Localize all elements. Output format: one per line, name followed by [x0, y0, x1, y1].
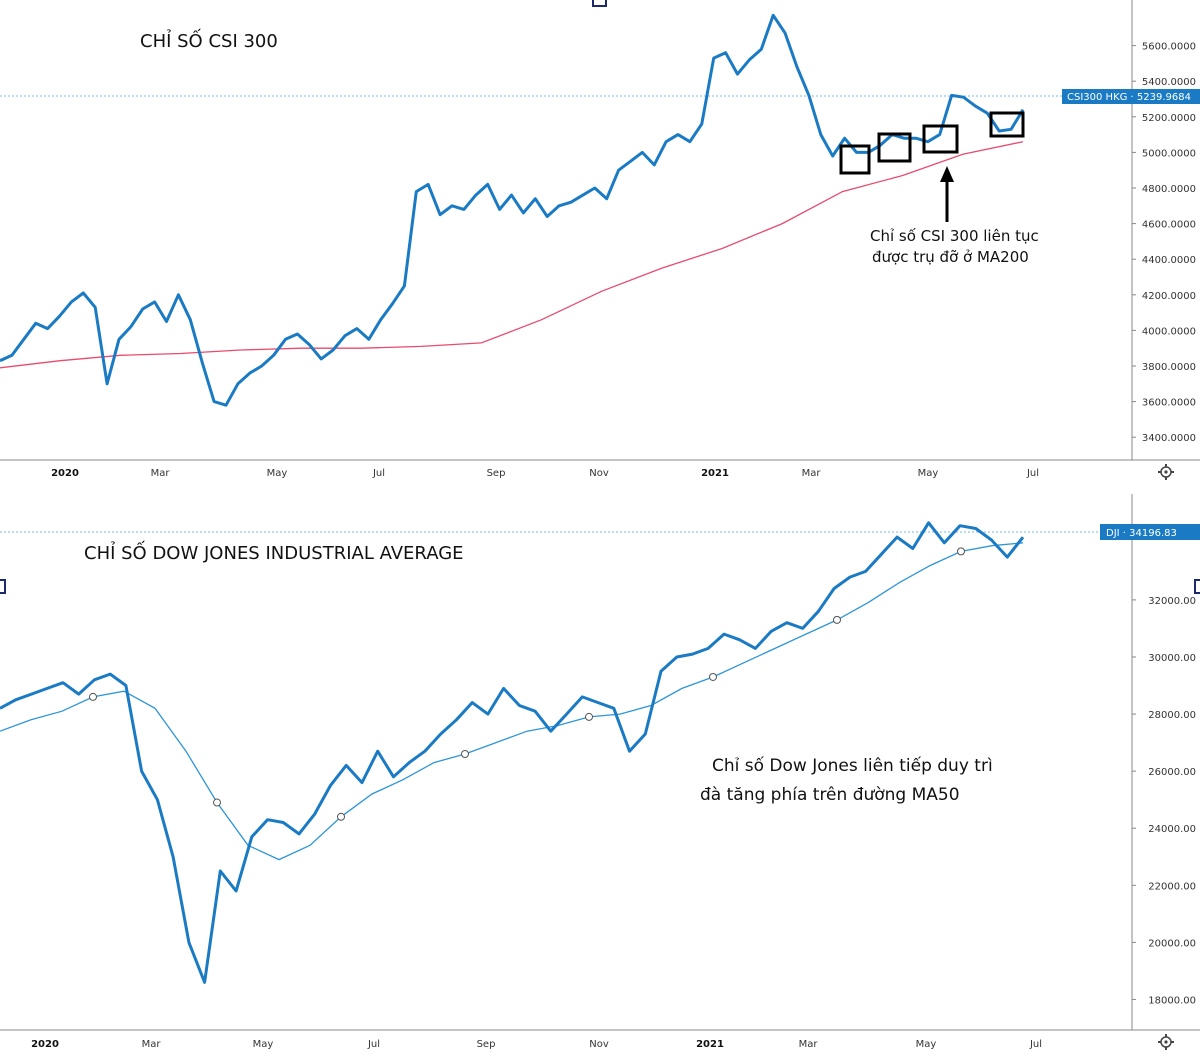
x-tick-label: Sep	[477, 1039, 496, 1050]
gear-icon[interactable]	[1158, 1034, 1174, 1050]
support-box-3	[922, 124, 959, 154]
y-tick-label: 3600.0000	[1142, 398, 1196, 409]
x-tick-label: Jul	[372, 468, 385, 479]
y-tick-label: 4400.0000	[1142, 255, 1196, 266]
chart-title: CHỈ SỐ DOW JONES INDUSTRIAL AVERAGE	[84, 540, 464, 564]
panel-separator	[0, 482, 1200, 494]
y-tick-label: 4600.0000	[1142, 220, 1196, 231]
y-tick-label: 28000.00	[1148, 710, 1196, 721]
x-tick-label: May	[253, 1039, 274, 1050]
last-value-label: DJI · 34196.83	[1106, 528, 1177, 539]
last-value-badge	[1100, 524, 1200, 540]
y-tick-label: 18000.00	[1148, 995, 1196, 1006]
csi300-line	[0, 13, 1025, 407]
x-tick-label: Jul	[367, 1039, 380, 1050]
support-box-4	[989, 111, 1025, 138]
y-tick-label: 20000.00	[1148, 938, 1196, 949]
x-tick-label: 2020	[31, 1039, 59, 1050]
x-tick-label: May	[916, 1039, 937, 1050]
ma50-marker	[337, 812, 345, 821]
y-tick-label: 26000.00	[1148, 767, 1196, 778]
y-tick-label: 5400.0000	[1142, 77, 1196, 88]
x-tick-label: Mar	[802, 468, 822, 479]
y-tick-label: 22000.00	[1148, 881, 1196, 892]
ma200-line	[0, 141, 1024, 369]
ma50-marker	[89, 692, 97, 701]
ma50-marker	[585, 712, 593, 721]
ma50-markers	[89, 547, 965, 821]
y-tick-label: 5000.0000	[1142, 148, 1196, 159]
x-tick-label: 2020	[51, 468, 79, 479]
ma50-marker	[461, 750, 469, 759]
csi300-panel: CHỈ SỐ CSI 300 5600.0000 5400.0000 5200.00…	[0, 0, 1200, 480]
resize-handle-icon[interactable]	[1194, 579, 1200, 594]
support-box-2	[877, 132, 912, 163]
x-tick-label: 2021	[701, 468, 729, 479]
y-tick-label: 30000.00	[1148, 653, 1196, 664]
price-axis-ticks: 5600.0000 5400.0000 5200.0000 5000.0000 4800…	[1132, 42, 1196, 444]
y-tick-label: 4800.0000	[1142, 184, 1196, 195]
resize-handle-icon[interactable]	[592, 0, 607, 7]
resize-handle-icon[interactable]	[0, 579, 6, 594]
support-box-1	[839, 144, 871, 175]
time-axis-ticks: 2020 Mar May Jul Sep Nov 2021 Mar May Jul	[51, 468, 1039, 479]
x-tick-label: Jul	[1029, 1039, 1042, 1050]
x-tick-label: Mar	[151, 468, 171, 479]
gear-icon[interactable]	[1158, 464, 1174, 480]
last-value-badge	[1062, 89, 1200, 104]
x-tick-label: Jul	[1026, 468, 1039, 479]
x-tick-label: 2021	[696, 1039, 724, 1050]
ma50-marker	[957, 547, 965, 556]
price-axis-ticks: 32000.00 30000.00 28000.00 26000.00 24000.00…	[1132, 596, 1196, 1006]
x-tick-label: Nov	[589, 468, 609, 479]
chart-title: CHỈ SỐ CSI 300	[140, 28, 278, 52]
y-tick-label: 3800.0000	[1142, 362, 1196, 373]
y-tick-label: 5600.0000	[1142, 42, 1196, 53]
arrow-head-icon	[940, 166, 954, 182]
annotation-line-1: Chỉ số Dow Jones liên tiếp duy trì	[712, 755, 993, 776]
y-tick-label: 32000.00	[1148, 596, 1196, 607]
annotation-line-1: Chỉ số CSI 300 liên tục	[870, 227, 1039, 245]
x-tick-label: May	[267, 468, 288, 479]
last-value-label: CSI300 HKG · 5239.9684	[1067, 92, 1191, 103]
y-tick-label: 3400.0000	[1142, 433, 1196, 444]
x-tick-label: Mar	[799, 1039, 819, 1050]
time-axis-ticks: 2020 Mar May Jul Sep Nov 2021 Mar May Jul	[31, 1039, 1042, 1050]
ma50-marker	[833, 615, 841, 624]
x-tick-label: Mar	[142, 1039, 162, 1050]
dji-panel: CHỈ SỐ DOW JONES INDUSTRIAL AVERAGE 3200…	[0, 494, 1200, 1050]
ma50-marker	[213, 798, 221, 807]
annotation-line-2: được trụ đỡ ở MA200	[872, 248, 1029, 266]
dji-line	[0, 521, 1025, 984]
annotation-line-2: đà tăng phía trên đường MA50	[700, 785, 960, 805]
y-tick-label: 4000.0000	[1142, 326, 1196, 337]
y-tick-label: 24000.00	[1148, 824, 1196, 835]
ma50-line	[0, 542, 1024, 861]
x-tick-label: Nov	[589, 1039, 609, 1050]
x-tick-label: Sep	[487, 468, 506, 479]
x-tick-label: May	[918, 468, 939, 479]
ma50-marker	[709, 672, 717, 681]
y-tick-label: 4200.0000	[1142, 291, 1196, 302]
y-tick-label: 5200.0000	[1142, 113, 1196, 124]
